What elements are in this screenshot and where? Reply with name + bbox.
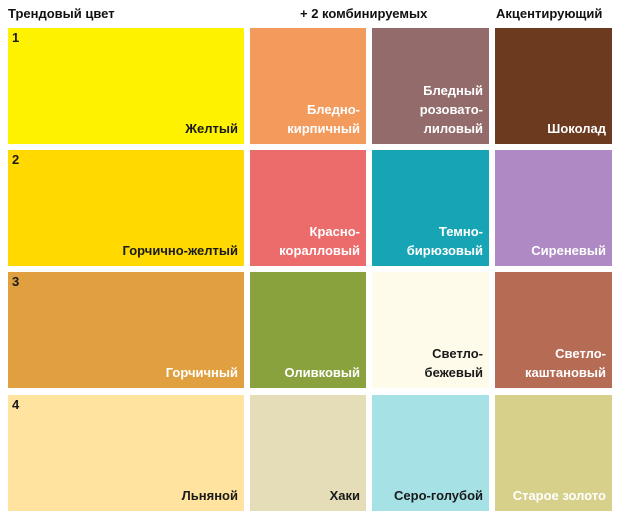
row-number: 1 (12, 30, 20, 45)
swatch-label: Сиреневый (531, 243, 606, 258)
swatch-row-4-combine-1: Хаки (250, 395, 366, 511)
swatch-label: Льняной (181, 488, 238, 503)
swatch-row-2-accent: Сиреневый (495, 150, 612, 266)
swatch-label: Светло- каштановый (524, 346, 606, 380)
swatch-label: Серо-голубой (394, 488, 483, 503)
swatch-row-3-trend: 3 Горчичный (8, 272, 244, 388)
swatch-label: Горчично-желтый (122, 243, 238, 258)
swatch-label: Шоколад (547, 121, 606, 136)
swatch-row-2-trend: 2 Горчично-желтый (8, 150, 244, 266)
swatch-row-3-combine-1: Оливковый (250, 272, 366, 388)
swatch-row-1-combine-1: Бледно- кирпичный (250, 28, 366, 144)
swatch-row-2-combine-2: Темно- бирюзовый (372, 150, 489, 266)
swatch-row-4-trend: 4 Льняной (8, 395, 244, 511)
row-number: 2 (12, 152, 20, 167)
swatch-label: Горчичный (165, 365, 238, 380)
swatch-row-4-accent: Старое золото (495, 395, 612, 511)
swatch-row-3-accent: Светло- каштановый (495, 272, 612, 388)
swatch-label: Светло- бежевый (424, 346, 483, 380)
swatch-label: Бледно- кирпичный (287, 102, 360, 136)
swatch-label: Хаки (329, 488, 360, 503)
swatch-label: Бледный розовато- лиловый (419, 83, 483, 136)
swatch-row-1-trend: 1 Желтый (8, 28, 244, 144)
swatch-label: Темно- бирюзовый (406, 224, 483, 258)
swatch-label: Красно- коралловый (279, 224, 360, 258)
swatch-label: Старое золото (512, 488, 606, 503)
header-trend-color: Трендовый цвет (8, 6, 115, 21)
swatch-label: Желтый (185, 121, 238, 136)
header-combining-colors: + 2 комбинируемых (300, 6, 428, 21)
swatch-row-2-combine-1: Красно- коралловый (250, 150, 366, 266)
swatch-label: Оливковый (284, 365, 360, 380)
swatch-row-1-accent: Шоколад (495, 28, 612, 144)
row-number: 3 (12, 274, 20, 289)
swatch-row-4-combine-2: Серо-голубой (372, 395, 489, 511)
header-accent-color: Акцентирующий (496, 6, 603, 21)
swatch-row-1-combine-2: Бледный розовато- лиловый (372, 28, 489, 144)
swatch-row-3-combine-2: Светло- бежевый (372, 272, 489, 388)
row-number: 4 (12, 397, 20, 412)
